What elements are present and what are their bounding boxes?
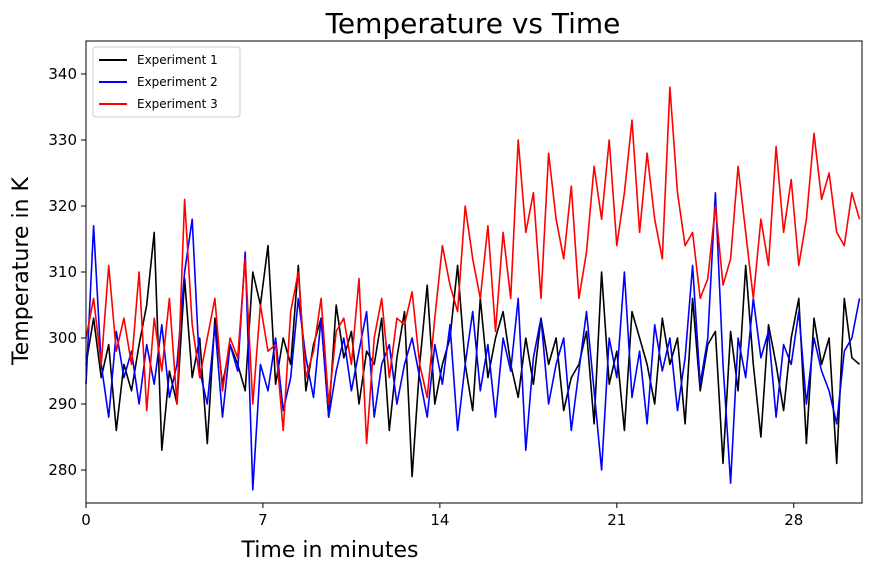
series-line-2 xyxy=(85,192,861,491)
y-tick-label: 330 xyxy=(48,131,77,149)
y-axis: 280 290 300 310 320 330 340 xyxy=(48,65,86,479)
y-tick-label: 290 xyxy=(48,395,77,413)
x-axis: 0 7 14 21 28 xyxy=(81,503,803,529)
x-tick-label: 21 xyxy=(607,511,626,529)
chart-title: Temperature vs Time xyxy=(325,7,621,40)
x-tick-label: 0 xyxy=(81,511,91,529)
y-tick-label: 320 xyxy=(48,197,77,215)
x-axis-title: Time in minutes xyxy=(241,538,419,563)
legend: Experiment 1 Experiment 2 Experiment 3 xyxy=(92,46,241,118)
y-tick-label: 280 xyxy=(48,461,77,479)
series-line-3 xyxy=(85,86,861,445)
x-tick-label: 14 xyxy=(430,511,449,529)
series-line-1 xyxy=(85,231,861,478)
x-tick-label: 7 xyxy=(258,511,268,529)
y-tick-label: 310 xyxy=(48,263,77,281)
x-tick-label: 28 xyxy=(784,511,803,529)
legend-box xyxy=(92,46,241,118)
legend-label-2: Experiment 2 xyxy=(137,75,218,89)
y-tick-label: 300 xyxy=(48,329,77,347)
legend-label-1: Experiment 1 xyxy=(137,53,218,67)
legend-label-3: Experiment 3 xyxy=(137,97,218,111)
y-axis-title: Temperature in K xyxy=(9,177,34,366)
plot-area xyxy=(85,86,861,491)
y-tick-label: 340 xyxy=(48,65,77,83)
